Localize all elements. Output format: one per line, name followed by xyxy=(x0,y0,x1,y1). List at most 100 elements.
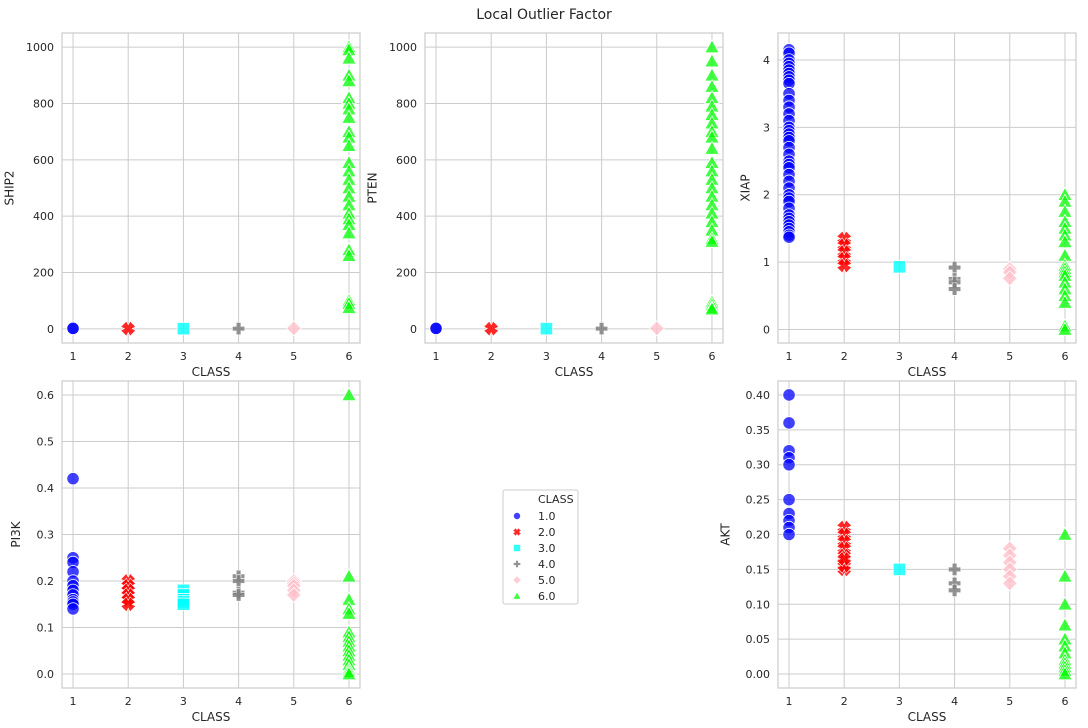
y-tick-label: 1000 xyxy=(26,41,54,54)
plot-frame xyxy=(777,32,1077,344)
y-tick-label: 0.20 xyxy=(746,529,771,542)
data-point-class-4-0 xyxy=(948,282,962,296)
data-point-class-4-0 xyxy=(595,322,609,336)
data-point-class-6-0 xyxy=(341,605,357,620)
y-tick-label: 0.15 xyxy=(746,563,771,576)
legend-entry-label: 5.0 xyxy=(538,574,556,587)
data-point-class-6-0 xyxy=(704,39,720,54)
data-point-class-6-0 xyxy=(341,247,357,262)
y-tick-label: 1000 xyxy=(389,41,417,54)
y-axis-label: AKT xyxy=(719,523,733,546)
y-tick-label: 200 xyxy=(396,267,417,280)
x-tick-label: 6 xyxy=(708,350,715,363)
data-point-class-6-0 xyxy=(1057,321,1073,336)
y-tick-label: 0.30 xyxy=(746,459,771,472)
data-point-class-6-0 xyxy=(341,50,357,65)
data-point-class-3-0 xyxy=(539,322,554,336)
y-axis-label: PI3K xyxy=(9,520,23,547)
x-axis-label: CLASS xyxy=(192,365,231,379)
x-tick-label: 4 xyxy=(951,695,958,708)
x-tick-label: 2 xyxy=(841,350,848,363)
points xyxy=(429,39,720,337)
x-tick-label: 6 xyxy=(345,350,352,363)
points xyxy=(782,43,1073,336)
data-point-class-5-0 xyxy=(1001,270,1018,287)
x-tick-label: 4 xyxy=(235,350,242,363)
y-tick-label: 0.00 xyxy=(746,668,771,681)
x-tick-label: 4 xyxy=(951,350,958,363)
data-point-class-1-0 xyxy=(782,458,796,472)
y-tick-label: 4 xyxy=(763,54,770,67)
data-point-class-2-0 xyxy=(836,257,853,274)
data-point-class-2-0 xyxy=(836,550,853,567)
data-point-class-6-0 xyxy=(704,301,720,316)
x-tick-label: 1 xyxy=(786,350,793,363)
y-tick-label: 0.0 xyxy=(37,668,55,681)
legend-marker-3-0 xyxy=(513,544,522,553)
data-point-class-6-0 xyxy=(1057,294,1073,309)
data-point-class-6-0 xyxy=(1057,666,1073,681)
data-point-class-4-0 xyxy=(232,588,246,602)
data-point-class-6-0 xyxy=(341,137,357,152)
y-tick-label: 600 xyxy=(396,154,417,167)
y-tick-label: 0.05 xyxy=(746,633,771,646)
figure-title: Local Outlier Factor xyxy=(476,7,612,23)
data-point-class-6-0 xyxy=(341,666,357,681)
y-tick-label: 0.5 xyxy=(37,435,55,448)
y-tick-label: 0.3 xyxy=(37,529,55,542)
x-tick-label: 3 xyxy=(180,695,187,708)
x-tick-label: 5 xyxy=(653,350,660,363)
x-tick-label: 3 xyxy=(896,350,903,363)
data-point-class-3-0 xyxy=(176,322,191,336)
y-tick-label: 0.40 xyxy=(746,389,771,402)
data-point-class-3-0 xyxy=(176,597,191,611)
plot-frame xyxy=(777,380,1077,689)
y-axis-label: XIAP xyxy=(738,174,752,201)
data-point-class-6-0 xyxy=(341,387,357,402)
legend-entry-label: 2.0 xyxy=(538,526,556,539)
data-point-class-4-0 xyxy=(948,583,962,597)
x-tick-label: 1 xyxy=(70,350,77,363)
x-tick-label: 5 xyxy=(290,350,297,363)
points xyxy=(66,39,357,337)
y-tick-label: 0.4 xyxy=(37,482,55,495)
data-point-class-3-0 xyxy=(892,260,907,274)
x-tick-label: 2 xyxy=(125,350,132,363)
x-tick-label: 6 xyxy=(1061,695,1068,708)
x-axis-label: CLASS xyxy=(555,365,594,379)
data-point-class-1-0 xyxy=(66,321,80,335)
subplot-xiap: 1 2 3 4 5 6 0 1 2 3 4 CLASS XIAP xyxy=(738,32,1077,379)
y-tick-label: 0.1 xyxy=(37,622,55,635)
data-point-class-3-0 xyxy=(892,562,907,576)
points xyxy=(66,387,357,681)
x-tick-label: 5 xyxy=(1006,350,1013,363)
y-tick-label: 800 xyxy=(33,97,54,110)
data-point-class-5-0 xyxy=(285,586,302,603)
data-point-class-1-0 xyxy=(66,602,80,616)
legend-entry-label: 3.0 xyxy=(538,542,556,555)
legend-entries: 1.0 2.0 3.0 4.0 5.0 6.0 xyxy=(512,510,556,603)
data-point-class-6-0 xyxy=(704,140,720,155)
data-point-class-6-0 xyxy=(1057,526,1073,541)
y-tick-label: 0.35 xyxy=(746,424,771,437)
y-tick-label: 0.2 xyxy=(37,575,55,588)
x-tick-label: 5 xyxy=(1006,695,1013,708)
x-axis-label: CLASS xyxy=(908,365,947,379)
x-tick-label: 6 xyxy=(345,695,352,708)
y-tick-label: 800 xyxy=(396,97,417,110)
legend-entry-label: 4.0 xyxy=(538,558,556,571)
data-point-class-6-0 xyxy=(1057,596,1073,611)
data-point-class-1-0 xyxy=(66,472,80,486)
data-point-class-6-0 xyxy=(1057,568,1073,583)
data-point-class-4-0 xyxy=(948,562,962,576)
plot-area xyxy=(425,33,723,343)
data-point-class-1-0 xyxy=(782,416,796,430)
data-point-class-6-0 xyxy=(341,72,357,88)
x-tick-label: 2 xyxy=(125,695,132,708)
y-tick-label: 2 xyxy=(763,189,770,202)
legend-entry-label: 1.0 xyxy=(538,510,556,523)
data-point-class-6-0 xyxy=(341,225,357,240)
plot-frame xyxy=(61,380,361,689)
y-axis-label: PTEN xyxy=(366,172,380,203)
